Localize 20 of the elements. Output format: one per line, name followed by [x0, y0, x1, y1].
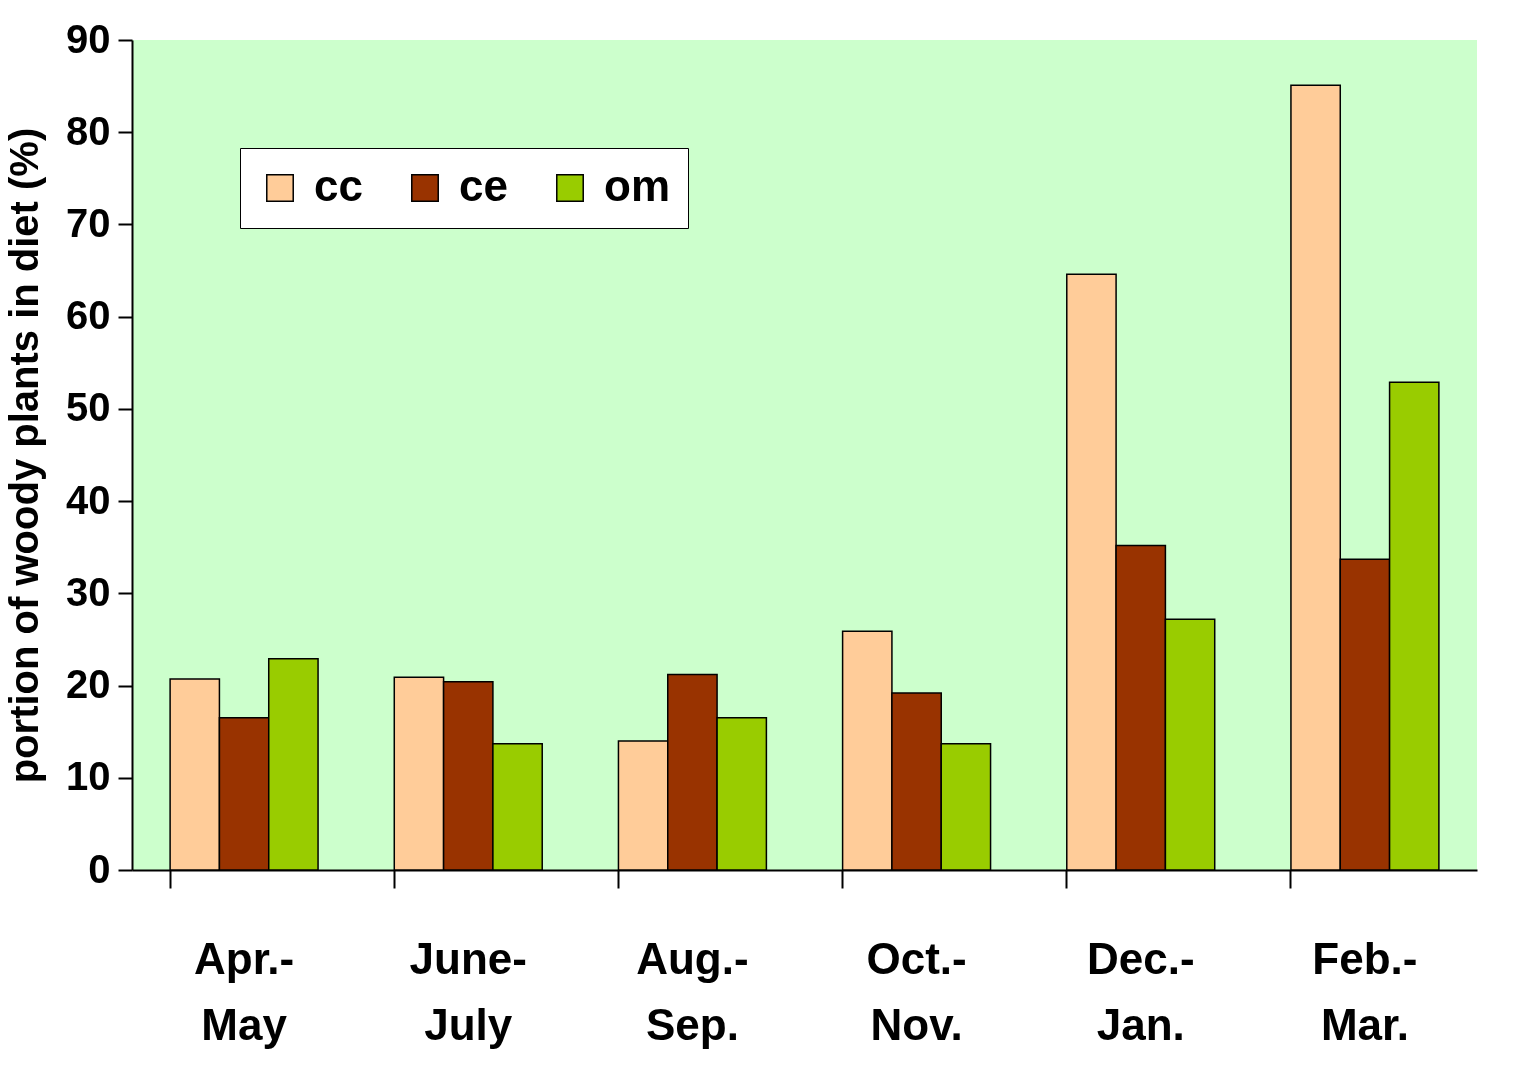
y-tick-label: 10 [66, 754, 111, 799]
x-tick-label: June- July [409, 933, 527, 1049]
x-tick-label: Dec.- Jan. [1086, 933, 1195, 1049]
x-tick-label: Feb.- Mar. [1312, 933, 1418, 1049]
x-tick-label: Oct.- Nov. [866, 933, 967, 1049]
y-tick-label: 50 [66, 385, 111, 430]
y-axis-title: portion of woody plants in diet (%) [2, 127, 47, 784]
legend-label: om [604, 161, 670, 210]
y-tick-label: 20 [66, 662, 111, 707]
x-tick-label: Apr.- May [193, 933, 295, 1049]
y-tick-label: 90 [66, 16, 111, 61]
y-tick-label: 40 [66, 477, 111, 522]
y-tick-label: 70 [66, 200, 111, 245]
x-tick-label: Aug.- Sep. [636, 933, 749, 1049]
y-tick-label: 80 [66, 108, 111, 153]
y-tick-label: 60 [66, 293, 111, 338]
y-tick-label: 30 [66, 569, 111, 614]
y-tick-label: 0 [88, 846, 111, 891]
legend-label: cc [314, 161, 363, 210]
legend-label: ce [459, 161, 508, 210]
